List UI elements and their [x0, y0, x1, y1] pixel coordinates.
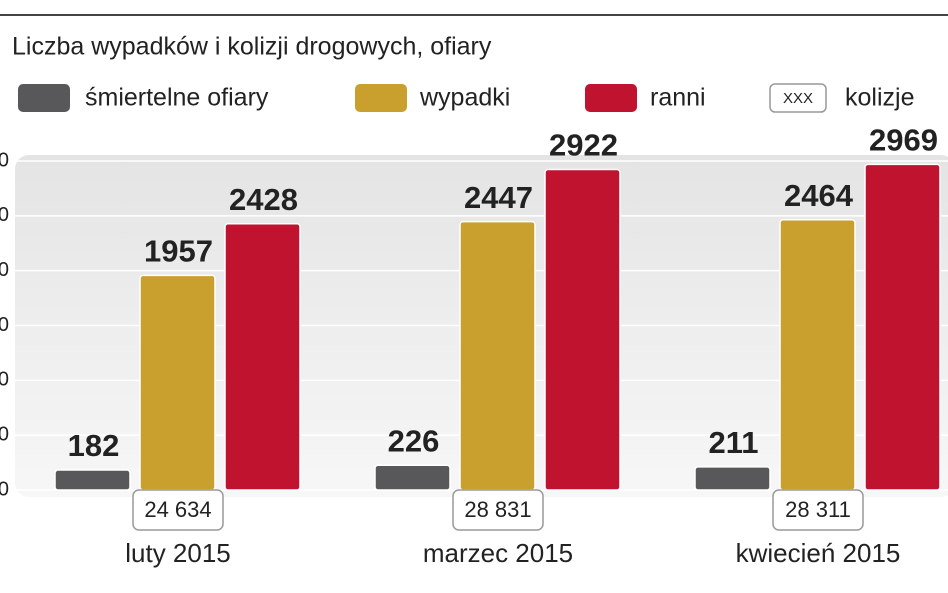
- value-label: 2447: [464, 180, 533, 215]
- value-label: 1957: [144, 234, 213, 269]
- legend-label: ranni: [650, 84, 706, 112]
- boxed-value-label: 28 311: [785, 497, 851, 522]
- y-tick-label: 0: [0, 478, 9, 500]
- boxed-value: [452, 489, 544, 531]
- value-label: 2969: [869, 123, 938, 158]
- legend-box: [769, 83, 827, 113]
- y-tick-label: 500: [0, 423, 9, 445]
- boxed-value-label: 28 831: [464, 497, 531, 522]
- y-tick-label: 2500: [0, 204, 9, 226]
- boxed-value: [772, 489, 864, 531]
- bar: [544, 168, 621, 491]
- value-label: 211: [708, 425, 758, 460]
- legend-swatch: [585, 84, 637, 112]
- x-tick-label: luty 2015: [125, 538, 231, 568]
- bar: [694, 466, 771, 491]
- legend-swatch: [355, 84, 407, 112]
- boxed-value-label: 24 634: [144, 497, 211, 522]
- value-label: 2922: [549, 128, 618, 163]
- value-label: 182: [68, 428, 120, 463]
- legend-label: śmiertelne ofiary: [85, 84, 269, 112]
- x-tick-label: marzec 2015: [423, 538, 573, 568]
- boxed-value: [132, 489, 224, 531]
- y-tick-label: 1000: [0, 369, 9, 391]
- y-tick-label: 1500: [0, 314, 9, 336]
- value-label: 2464: [784, 178, 854, 213]
- x-tick-label: kwiecień 2015: [736, 538, 901, 568]
- legend-label: kolizje: [845, 84, 914, 112]
- chart-title: Liczba wypadków i kolizji drogowych, ofi…: [12, 33, 492, 61]
- bar: [54, 469, 131, 491]
- bar: [374, 464, 451, 491]
- bar: [864, 163, 941, 491]
- bar: [224, 222, 301, 491]
- legend-label: wypadki: [419, 84, 510, 112]
- bar: [459, 220, 536, 491]
- legend-swatch: [18, 84, 70, 112]
- value-label: 2428: [229, 182, 298, 217]
- y-tick-label: 3000: [0, 149, 9, 171]
- legend-box-label: XXX: [783, 90, 813, 107]
- value-label: 226: [388, 423, 440, 458]
- y-tick-label: 2000: [0, 259, 9, 281]
- bar: [139, 274, 216, 491]
- bar: [779, 219, 856, 491]
